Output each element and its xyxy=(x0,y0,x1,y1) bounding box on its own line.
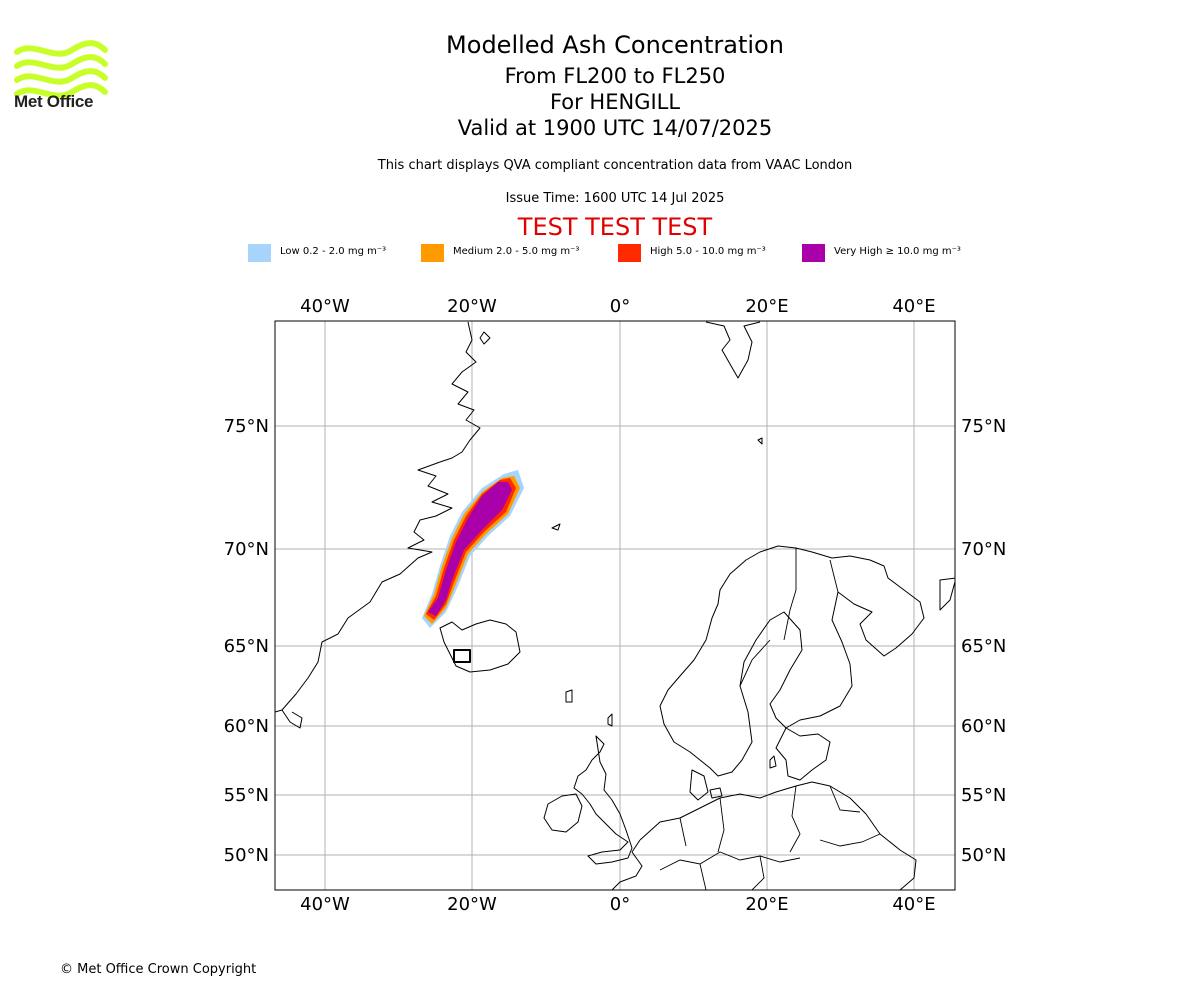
lon-tick-bottom: 20°E xyxy=(745,894,788,915)
iceland-coast xyxy=(439,619,521,673)
lat-tick-left: 65°N xyxy=(224,636,269,657)
legend-swatch-high xyxy=(618,244,641,262)
lon-tick-top: 20°E xyxy=(745,296,788,317)
lon-tick-top: 20°W xyxy=(447,296,497,317)
chart-title: Modelled Ash Concentration xyxy=(446,31,784,59)
met-office-logo-icon xyxy=(14,40,108,99)
legend-label-high: High 5.0 - 10.0 mg m⁻³ xyxy=(650,246,766,257)
coastlines xyxy=(275,321,955,890)
lat-tick-right: 55°N xyxy=(961,785,1006,806)
lon-tick-top: 40°E xyxy=(892,296,935,317)
legend-swatch-low xyxy=(248,244,271,262)
europe-coast xyxy=(639,781,917,890)
lat-tick-right: 70°N xyxy=(961,539,1006,560)
lat-tick-left: 60°N xyxy=(224,716,269,737)
plume-very-high xyxy=(428,482,512,616)
lat-tick-left: 50°N xyxy=(224,845,269,866)
valid-time: Valid at 1900 UTC 14/07/2025 xyxy=(457,116,773,140)
greenland-coast xyxy=(275,321,481,713)
svalbard-coast xyxy=(705,321,761,379)
lat-tick-right: 50°N xyxy=(961,845,1006,866)
great-britain-coast xyxy=(573,735,633,865)
lat-tick-right: 60°N xyxy=(961,716,1006,737)
test-banner: TEST TEST TEST xyxy=(517,213,713,241)
lon-tick-bottom: 40°W xyxy=(300,894,350,915)
lon-tick-bottom: 40°E xyxy=(892,894,935,915)
legend-label-medium: Medium 2.0 - 5.0 mg m⁻³ xyxy=(453,246,580,257)
flight-level-range: From FL200 to FL250 xyxy=(504,64,726,88)
lat-tick-left: 75°N xyxy=(224,416,269,437)
copyright-notice: © Met Office Crown Copyright xyxy=(60,962,257,977)
lon-tick-bottom: 20°W xyxy=(447,894,497,915)
volcano-name: For HENGILL xyxy=(549,90,681,114)
lat-tick-left: 70°N xyxy=(224,539,269,560)
legend-label-low: Low 0.2 - 2.0 mg m⁻³ xyxy=(280,246,387,257)
lat-tick-left: 55°N xyxy=(224,785,269,806)
lat-tick-right: 75°N xyxy=(961,416,1006,437)
legend-swatch-very-high xyxy=(802,244,825,262)
issue-time: Issue Time: 1600 UTC 14 Jul 2025 xyxy=(505,191,725,206)
lon-tick-top: 40°W xyxy=(300,296,350,317)
denmark-coast xyxy=(689,769,709,801)
map-gridlines xyxy=(275,321,955,890)
legend-label-very-high: Very High ≥ 10.0 mg m⁻³ xyxy=(834,246,961,257)
qva-note: This chart displays QVA compliant concen… xyxy=(377,158,853,173)
ireland-coast xyxy=(543,793,583,833)
national-borders xyxy=(659,548,881,890)
lon-tick-bottom: 0° xyxy=(610,894,630,915)
scandinavia-coast xyxy=(659,545,925,777)
lat-tick-right: 65°N xyxy=(961,636,1006,657)
legend-swatch-medium xyxy=(421,244,444,262)
lon-tick-top: 0° xyxy=(610,296,630,317)
map-frame xyxy=(274,320,956,891)
met-office-logo-text: Met Office xyxy=(14,92,94,111)
ash-plume xyxy=(422,470,524,628)
